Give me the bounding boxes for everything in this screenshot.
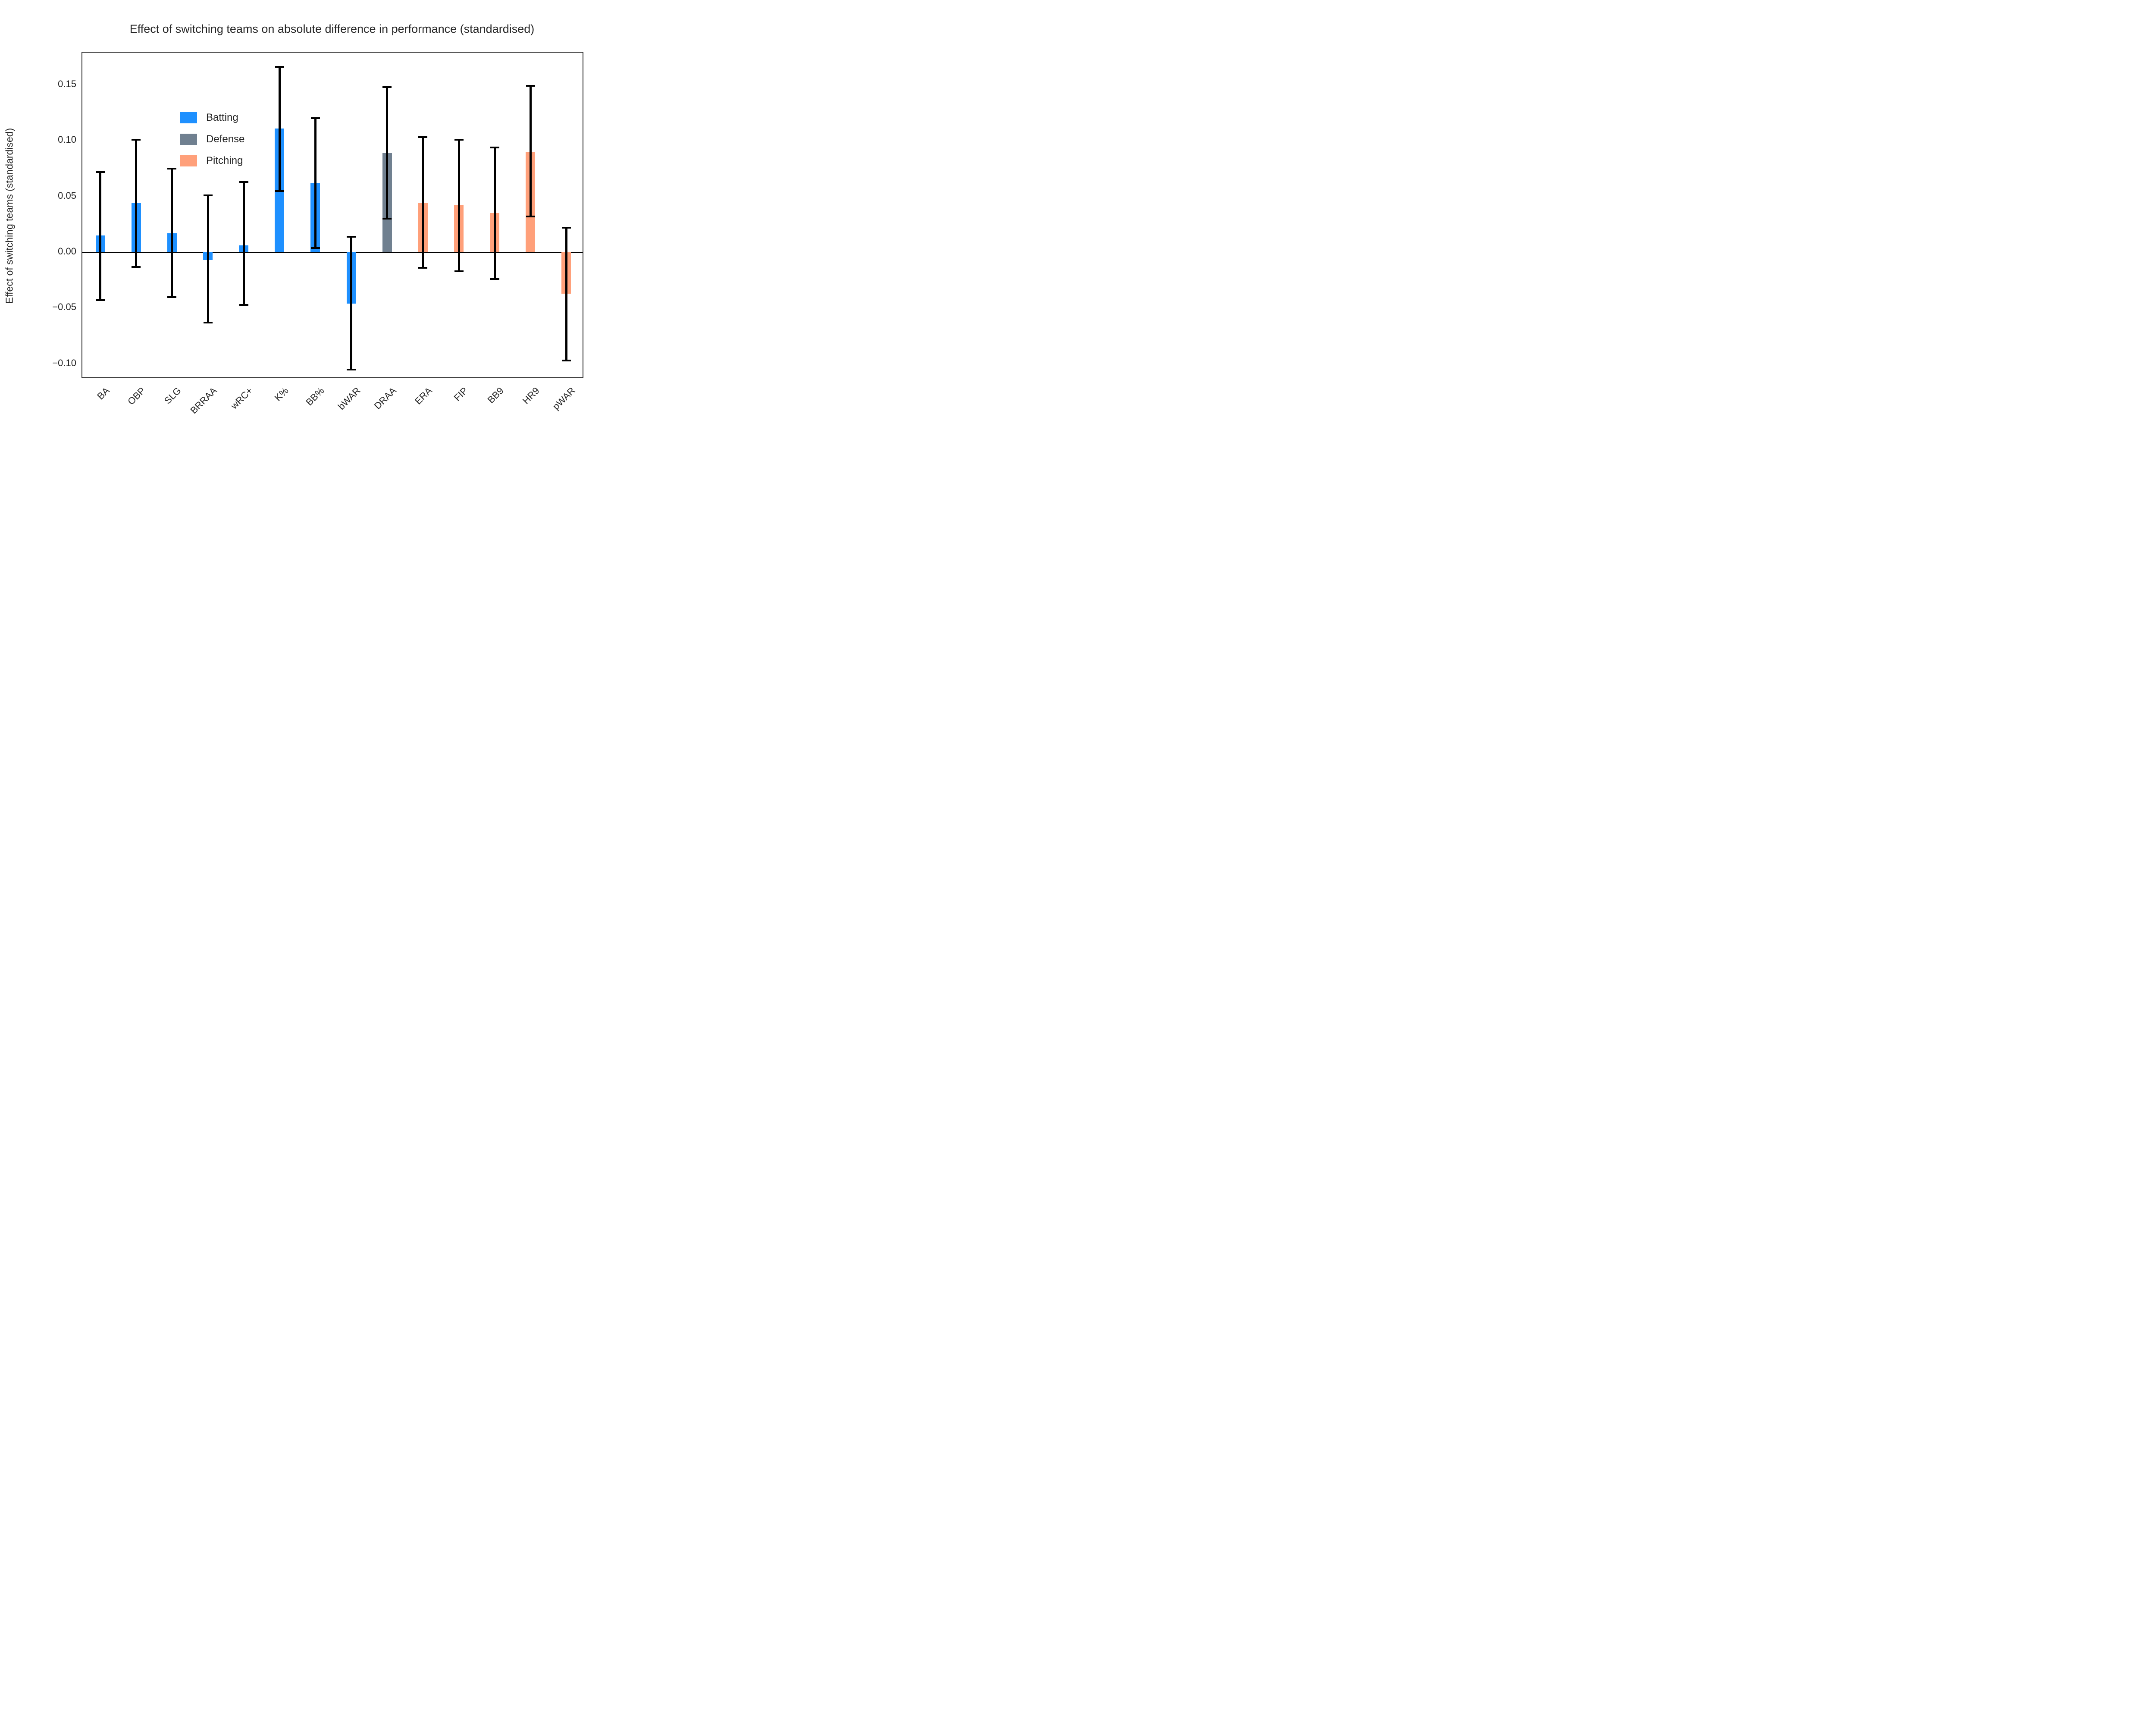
- legend-swatch-pitching: [180, 155, 197, 166]
- errorbar-cap-high-BB%: [310, 117, 320, 119]
- errorbar-cap-high-DRAA: [382, 86, 392, 88]
- errorbar-cap-low-wRC+: [239, 304, 248, 306]
- legend-label: Pitching: [206, 155, 243, 166]
- errorbar-line-BRRAA: [207, 195, 209, 323]
- errorbar-cap-high-pWAR: [561, 227, 571, 229]
- errorbar-cap-low-BRRAA: [203, 322, 213, 324]
- errorbar-cap-high-BRRAA: [203, 194, 213, 196]
- errorbar-line-bWAR: [350, 236, 353, 370]
- errorbar-cap-low-FIP: [454, 270, 464, 272]
- plot-area: Batting Defense Pitching: [81, 52, 583, 378]
- errorbar-cap-low-K%: [275, 190, 284, 192]
- errorbar-line-wRC+: [242, 182, 245, 305]
- errorbar-cap-high-wRC+: [239, 181, 248, 183]
- errorbar-cap-low-bWAR: [347, 368, 356, 370]
- errorbar-line-DRAA: [386, 87, 389, 219]
- legend-label: Batting: [206, 112, 238, 123]
- errorbar-cap-low-BB%: [310, 247, 320, 249]
- y-tick-label: 0.05: [58, 190, 76, 201]
- errorbar-line-K%: [278, 67, 281, 191]
- errorbar-line-BA: [99, 172, 102, 301]
- errorbar-line-ERA: [422, 137, 424, 268]
- errorbar-line-FIP: [458, 139, 460, 271]
- errorbar-line-BB9: [493, 147, 496, 279]
- errorbar-cap-low-pWAR: [561, 360, 571, 362]
- errorbar-cap-high-K%: [275, 66, 284, 68]
- errorbar-line-HR9: [529, 86, 532, 217]
- errorbar-cap-high-SLG: [167, 167, 177, 169]
- errorbar-cap-high-ERA: [418, 136, 428, 138]
- errorbar-line-SLG: [171, 168, 173, 297]
- errorbar-cap-low-ERA: [418, 267, 428, 269]
- chart-title: Effect of switching teams on absolute di…: [129, 22, 535, 35]
- legend-swatch-batting: [180, 112, 197, 123]
- errorbar-cap-low-BA: [96, 299, 105, 301]
- errorbar-cap-low-OBP: [132, 266, 141, 268]
- zero-baseline: [82, 251, 583, 253]
- errorbar-cap-high-BA: [96, 171, 105, 173]
- chart: Effect of switching teams on absolute di…: [0, 0, 647, 431]
- errorbar-cap-high-HR9: [526, 85, 535, 87]
- errorbar-cap-high-FIP: [454, 138, 464, 141]
- legend-label: Defense: [206, 133, 245, 145]
- errorbar-cap-high-BB9: [490, 146, 499, 148]
- y-tick-label: −0.05: [52, 301, 76, 313]
- y-tick-label: 0.10: [58, 134, 76, 145]
- errorbar-cap-low-SLG: [167, 296, 177, 298]
- errorbar-line-BB%: [314, 118, 317, 248]
- y-tick-label: −0.10: [52, 357, 76, 368]
- errorbar-line-pWAR: [565, 228, 567, 361]
- y-tick-label: 0.15: [58, 78, 76, 89]
- errorbar-cap-low-HR9: [526, 216, 535, 218]
- y-axis-label: Effect of switching teams (standardised): [3, 128, 15, 304]
- errorbar-cap-low-BB9: [490, 278, 499, 280]
- y-tick-label: 0.00: [58, 245, 76, 257]
- errorbar-line-OBP: [135, 139, 138, 267]
- legend-swatch-defense: [180, 134, 197, 145]
- errorbar-cap-high-OBP: [132, 138, 141, 141]
- errorbar-cap-high-bWAR: [347, 235, 356, 238]
- errorbar-cap-low-DRAA: [382, 218, 392, 220]
